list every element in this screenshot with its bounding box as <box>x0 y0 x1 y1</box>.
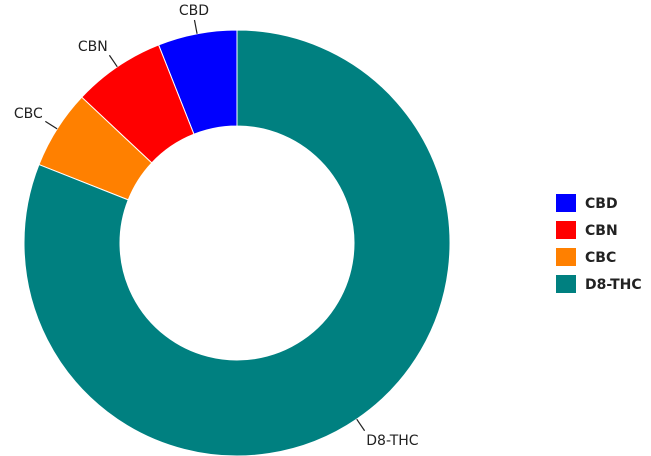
legend-label-d8-thc: D8-THC <box>585 277 642 293</box>
slice-labels: CBD CBN CBC D8-THC <box>14 3 419 449</box>
legend-label-cbn: CBN <box>585 223 618 239</box>
leader-line-cbc <box>45 120 58 130</box>
legend-swatch-cbn <box>556 221 576 239</box>
donut-slices <box>23 29 451 456</box>
legend-label-cbd: CBD <box>585 196 618 212</box>
slice-label-cbn: CBN <box>78 39 108 55</box>
legend-swatch-cbd <box>556 194 576 212</box>
leader-line-cbd <box>193 19 198 34</box>
legend-swatch-d8-thc <box>556 275 576 293</box>
legend-label-cbc: CBC <box>585 250 616 266</box>
leader-line-cbn <box>108 54 118 68</box>
slice-d8-thc <box>23 29 451 456</box>
slice-label-d8-thc: D8-THC <box>366 433 419 449</box>
slice-label-cbd: CBD <box>179 3 209 19</box>
slice-leader-lines <box>45 19 366 432</box>
chart-legend: CBD CBN CBC D8-THC <box>556 194 642 293</box>
legend-swatch-cbc <box>556 248 576 266</box>
slice-label-cbc: CBC <box>14 106 43 122</box>
leader-line-d8-thc <box>356 418 366 432</box>
